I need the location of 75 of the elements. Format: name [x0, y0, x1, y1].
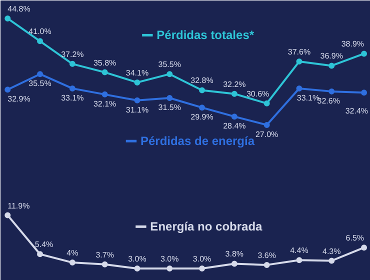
- point: [361, 90, 368, 96]
- point: [134, 97, 140, 104]
- point: [296, 257, 302, 264]
- point: [102, 91, 108, 98]
- data-label: 27.0%: [255, 130, 278, 139]
- legend-label: Pérdidas de energía: [140, 134, 255, 148]
- point: [264, 262, 270, 268]
- point: [361, 50, 368, 57]
- data-label: 35.5%: [28, 79, 52, 88]
- data-label: 3.8%: [225, 250, 244, 259]
- data-label: 32.2%: [223, 80, 246, 89]
- data-label: 33.1%: [296, 93, 320, 102]
- point: [37, 38, 44, 44]
- data-label: 37.2%: [61, 50, 84, 59]
- data-label: 44.8%: [8, 4, 30, 14]
- data-label: 28.4%: [223, 122, 246, 131]
- point: [199, 266, 206, 272]
- point: [166, 71, 173, 78]
- point: [134, 79, 140, 86]
- point: [4, 212, 11, 218]
- point: [328, 62, 335, 69]
- point: [296, 85, 302, 92]
- data-label: 36.9%: [320, 52, 343, 61]
- data-label: 4%: [66, 248, 78, 258]
- legend-label: Energía no cobrada: [150, 220, 263, 234]
- point: [69, 60, 76, 67]
- point: [69, 85, 76, 92]
- data-label: 3.0%: [128, 254, 146, 264]
- point: [166, 95, 173, 102]
- data-label: 41.0%: [28, 27, 52, 36]
- point: [231, 260, 238, 267]
- data-label: 33.1%: [61, 93, 84, 102]
- point: [264, 100, 270, 106]
- point: [4, 15, 11, 22]
- data-label: 4.4%: [290, 246, 308, 256]
- point: [199, 104, 206, 111]
- point: [69, 260, 76, 266]
- data-label: 5.4%: [34, 240, 54, 250]
- legend-label: Pérdidas totales*: [156, 28, 254, 42]
- point: [328, 258, 335, 264]
- point: [296, 58, 302, 65]
- data-label: 37.6%: [288, 48, 311, 57]
- point: [37, 71, 44, 78]
- data-label: 31.1%: [126, 105, 149, 114]
- point: [102, 261, 108, 268]
- data-label: 30.6%: [246, 89, 270, 98]
- data-label: 32.6%: [317, 96, 340, 106]
- data-label: 35.8%: [93, 58, 116, 68]
- point: [231, 114, 238, 120]
- data-label: 3.7%: [96, 250, 114, 260]
- data-label: 4.3%: [322, 246, 341, 256]
- data-label: 6.5%: [346, 234, 364, 243]
- data-label: 32.4%: [345, 106, 368, 116]
- point: [264, 122, 270, 128]
- data-label: 38.9%: [341, 40, 364, 49]
- data-label: 11.9%: [8, 201, 30, 210]
- point: [37, 251, 44, 258]
- data-label: 3.6%: [258, 250, 276, 260]
- data-label: 3.0%: [160, 254, 179, 264]
- data-label: 32.8%: [190, 76, 214, 86]
- point: [328, 88, 335, 94]
- data-label: 32.9%: [8, 94, 30, 104]
- point: [231, 90, 238, 97]
- point: [361, 244, 368, 251]
- data-label: 3.0%: [192, 254, 212, 264]
- point: [102, 69, 108, 76]
- point: [199, 87, 206, 94]
- data-label: 34.1%: [126, 68, 149, 78]
- point: [134, 266, 140, 272]
- data-label: 31.5%: [158, 103, 181, 112]
- data-label: 35.5%: [158, 60, 181, 70]
- point: [166, 266, 173, 272]
- point: [4, 86, 11, 93]
- data-label: 32.1%: [93, 99, 116, 108]
- data-label: 29.9%: [190, 112, 214, 122]
